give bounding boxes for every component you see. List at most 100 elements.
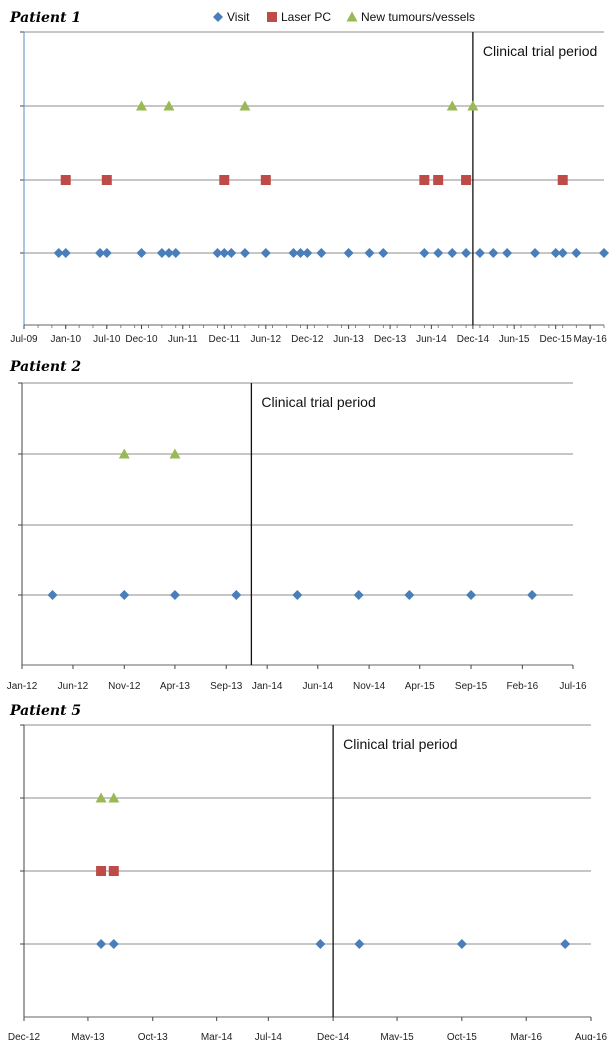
data-point-visit	[231, 590, 242, 600]
data-point-new-tumours-vessels	[446, 100, 458, 111]
data-point-visit	[101, 248, 112, 258]
data-point-laser-pc	[108, 866, 119, 876]
data-point-visit	[456, 939, 467, 949]
data-point-visit	[571, 248, 582, 258]
data-point-visit	[550, 248, 561, 258]
data-point-visit	[169, 590, 180, 600]
x-tick-label: Jun-11	[168, 334, 198, 345]
data-point-laser-pc	[461, 175, 472, 185]
x-tick-label: Jan-10	[50, 334, 81, 345]
chart-patient-1: Patient 1 Jul-09 Jan-10 Jul-10 Dec-10 Jun-11 D…	[9, 10, 609, 345]
legend-item-laser-pc: Laser PC	[267, 10, 331, 24]
data-point-new-tumours-vessels	[108, 792, 120, 803]
data-point-visit	[295, 248, 306, 258]
data-point-visit	[433, 248, 444, 258]
x-tick-label: Jul-09	[10, 334, 38, 345]
data-point-visit	[136, 248, 147, 258]
x-tick-label: Oct-15	[447, 1032, 477, 1040]
data-point-visit	[461, 248, 472, 258]
x-tick-label: Jan-14	[252, 681, 283, 692]
legend-label: Visit	[227, 10, 250, 24]
data-point-visit	[557, 248, 568, 258]
data-point-visit	[530, 248, 541, 258]
data-point-visit	[226, 248, 237, 258]
data-point-visit	[599, 248, 609, 258]
x-tick-label: Jun-14	[416, 334, 447, 345]
clinical-trial-label: Clinical trial period	[261, 394, 375, 410]
chart-patient-2: Patient 2 Jan-12 Jun-12 Nov-12 Apr-13 Sep-13 J…	[7, 359, 587, 692]
data-point-laser-pc	[260, 175, 271, 185]
data-point-visit	[60, 248, 71, 258]
x-tick-label: Jun-12	[251, 334, 282, 345]
x-tick-label: Sep-13	[210, 681, 243, 692]
x-tick-label: Dec-15	[540, 334, 573, 345]
x-tick-label: May-16	[573, 334, 607, 345]
data-point-visit	[292, 590, 303, 600]
x-tick-label: Jun-13	[333, 334, 364, 345]
data-point-visit	[260, 248, 271, 258]
data-point-visit	[419, 248, 430, 258]
data-point-laser-pc	[557, 175, 568, 185]
x-tick-label: Dec-12	[8, 1032, 41, 1040]
legend-label: Laser PC	[281, 10, 331, 24]
x-tick-label: Jul-10	[93, 334, 121, 345]
x-tick-label: May-15	[380, 1032, 414, 1040]
x-tick-label: Jul-14	[255, 1032, 283, 1040]
data-point-laser-pc	[433, 175, 444, 185]
data-point-visit	[364, 248, 375, 258]
x-tick-label: Sep-15	[455, 681, 488, 692]
data-point-visit	[94, 248, 105, 258]
data-point-visit	[466, 590, 477, 600]
data-point-visit	[96, 939, 107, 949]
data-point-visit	[53, 248, 64, 258]
data-point-laser-pc	[219, 175, 230, 185]
legend-label: New tumours/vessels	[361, 10, 475, 24]
data-point-visit	[488, 248, 499, 258]
legend-item-new-tumours-vessels: New tumours/vessels	[346, 10, 475, 24]
legend-diamond-icon	[213, 12, 223, 22]
x-tick-label: Jun-14	[303, 681, 334, 692]
x-tick-label: Jan-12	[7, 681, 38, 692]
chart-title: Patient 5	[9, 703, 81, 719]
x-tick-label: Dec-10	[125, 334, 158, 345]
data-point-new-tumours-vessels	[95, 792, 107, 803]
data-point-visit	[119, 590, 130, 600]
data-point-visit	[302, 248, 313, 258]
data-point-laser-pc	[419, 175, 430, 185]
data-point-new-tumours-vessels	[239, 100, 251, 111]
data-point-visit	[354, 939, 365, 949]
x-tick-label: Dec-14	[317, 1032, 350, 1040]
data-point-visit	[474, 248, 485, 258]
data-point-new-tumours-vessels	[135, 100, 147, 111]
chart-title: Patient 2	[9, 359, 81, 375]
data-point-visit	[404, 590, 415, 600]
x-tick-label: Nov-12	[108, 681, 141, 692]
legend-square-icon	[267, 12, 277, 22]
data-point-new-tumours-vessels	[169, 448, 181, 459]
x-tick-label: Mar-16	[510, 1032, 542, 1040]
data-point-visit	[288, 248, 299, 258]
data-point-visit	[378, 248, 389, 258]
x-tick-label: Jun-15	[499, 334, 530, 345]
x-tick-label: Jul-16	[559, 681, 587, 692]
x-tick-label: Dec-13	[374, 334, 407, 345]
data-point-new-tumours-vessels	[467, 100, 479, 111]
data-point-visit	[447, 248, 458, 258]
data-point-visit	[170, 248, 181, 258]
x-tick-label: Nov-14	[353, 681, 386, 692]
data-point-visit	[353, 590, 364, 600]
legend-triangle-icon	[346, 11, 358, 22]
data-point-visit	[212, 248, 223, 258]
clinical-trial-label: Clinical trial period	[343, 736, 457, 752]
data-point-visit	[108, 939, 119, 949]
data-point-visit	[315, 939, 326, 949]
x-tick-label: Oct-13	[138, 1032, 168, 1040]
x-tick-label: Dec-12	[291, 334, 324, 345]
data-point-visit	[219, 248, 230, 258]
x-tick-label: Aug-16	[575, 1032, 608, 1040]
data-point-visit	[47, 590, 58, 600]
x-tick-label: Apr-13	[160, 681, 190, 692]
data-point-laser-pc	[60, 175, 71, 185]
x-tick-label: Dec-11	[209, 334, 241, 345]
